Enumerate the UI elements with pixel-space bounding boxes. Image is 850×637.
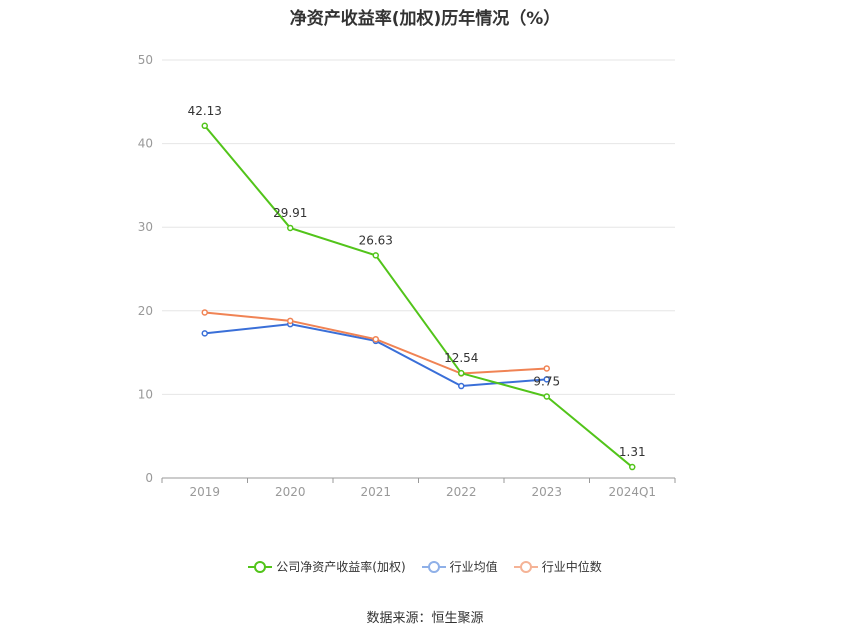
- x-tick-label: 2022: [446, 485, 477, 499]
- grid-lines: [162, 59, 675, 395]
- series-group: [201, 122, 636, 471]
- data-labels: 42.13 29.91 26.63 12.54 9.75 1.31: [188, 104, 646, 459]
- data-label: 26.63: [359, 233, 393, 247]
- legend-label: 行业均值: [449, 560, 498, 574]
- data-label: 42.13: [188, 104, 222, 118]
- data-point[interactable]: [201, 309, 208, 316]
- series-line: [203, 125, 633, 468]
- legend-item-company[interactable]: 公司净资产收益率(加权): [248, 558, 406, 575]
- data-point[interactable]: [201, 330, 208, 337]
- x-tick-label: 2019: [189, 485, 220, 499]
- legend-item-industry-mean[interactable]: 行业均值: [421, 558, 498, 575]
- data-label: 1.31: [619, 445, 646, 459]
- legend-label: 行业中位数: [541, 560, 602, 574]
- data-source: 数据来源：恒生聚源: [366, 611, 484, 626]
- legend-marker-icon: [421, 560, 446, 573]
- x-tick-label: 2020: [275, 485, 306, 499]
- data-point[interactable]: [543, 393, 550, 400]
- x-tick-label: 2023: [531, 485, 562, 499]
- data-label: 9.75: [533, 374, 560, 388]
- y-tick-label: 20: [138, 304, 153, 318]
- data-point[interactable]: [372, 335, 379, 343]
- x-tick-label: 2021: [360, 485, 391, 499]
- y-tick-label: 0: [145, 471, 153, 485]
- legend-label: 公司净资产收益率(加权): [276, 560, 406, 574]
- data-point[interactable]: [287, 317, 294, 325]
- legend-marker-icon: [513, 560, 538, 573]
- data-point[interactable]: [201, 122, 208, 130]
- y-axis: 0 10 20 30 40 50: [138, 53, 153, 485]
- data-point[interactable]: [458, 382, 465, 390]
- data-point[interactable]: [543, 376, 550, 383]
- data-label: 12.54: [444, 351, 478, 365]
- data-point[interactable]: [458, 369, 465, 377]
- y-tick-label: 30: [138, 220, 153, 234]
- legend-item-industry-median[interactable]: 行业中位数: [513, 558, 602, 575]
- x-axis: 2019 2020 2021 2022 2023 2024Q1: [161, 477, 676, 499]
- x-tick-label: 2024Q1: [608, 485, 656, 499]
- y-tick-label: 50: [138, 53, 153, 67]
- data-point[interactable]: [372, 252, 379, 259]
- y-tick-label: 40: [138, 137, 153, 151]
- series-line: [204, 323, 547, 388]
- data-point[interactable]: [629, 463, 636, 471]
- data-point[interactable]: [287, 224, 294, 232]
- legend-marker-icon: [248, 560, 273, 573]
- y-tick-label: 10: [138, 387, 153, 401]
- legend: 公司净资产收益率(加权) 行业均值 行业中位数: [0, 558, 850, 575]
- chart-title: 净资产收益率(加权)历年情况（%）: [289, 9, 561, 29]
- data-point[interactable]: [543, 365, 550, 372]
- data-label: 29.91: [273, 206, 307, 220]
